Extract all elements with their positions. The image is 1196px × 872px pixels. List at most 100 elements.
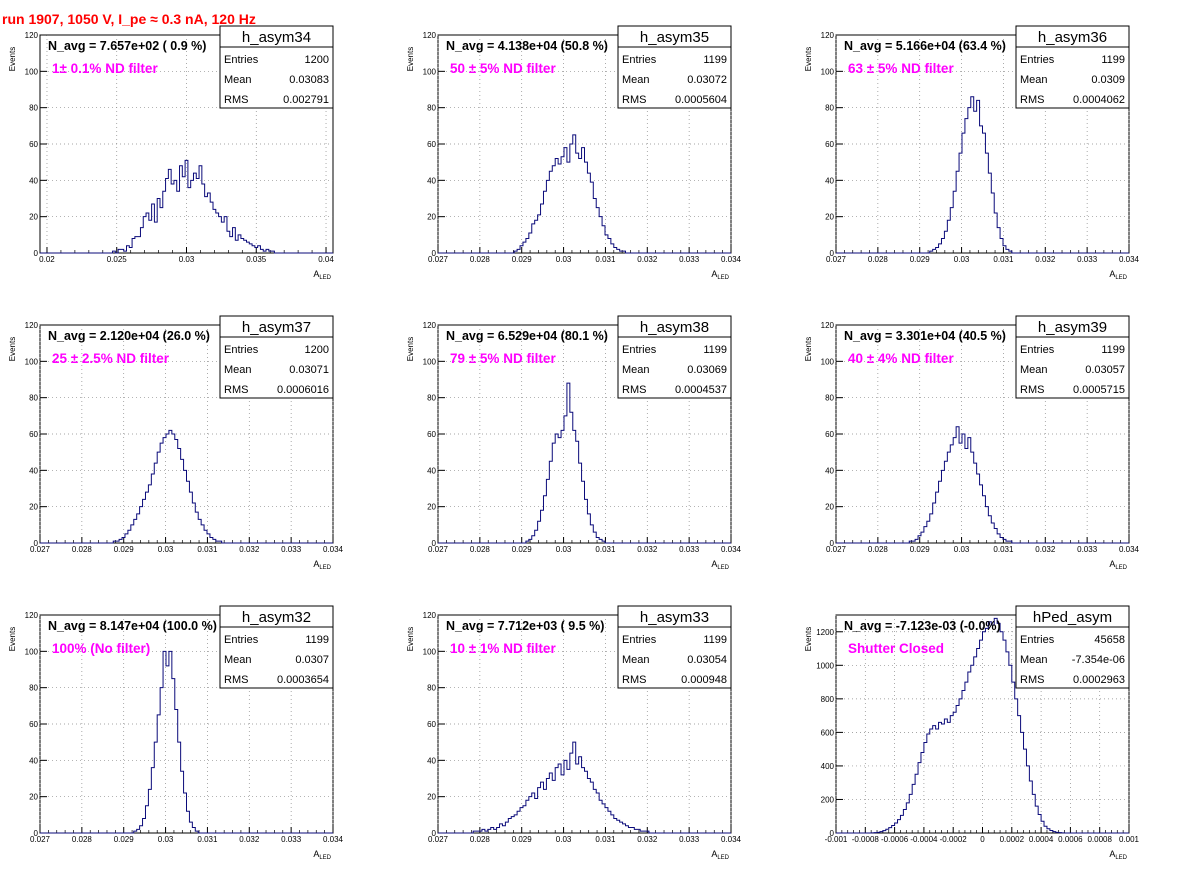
stat-mean-label: Mean [224, 654, 252, 666]
stat-entries-label: Entries [224, 634, 259, 646]
stat-mean-label: Mean [622, 364, 650, 376]
y-axis-title: Events [804, 47, 813, 71]
x-axis-title: ALED [1109, 849, 1127, 861]
x-tick-label: 0.031 [595, 545, 616, 554]
y-tick-label: 40 [825, 176, 834, 185]
x-tick-label: 0.032 [637, 835, 658, 844]
filter-annotation: 50 ± 5% ND filter [450, 61, 556, 76]
histogram-line-h_asym36 [836, 96, 1129, 254]
y-tick-label: 80 [825, 394, 834, 403]
y-tick-label: 100 [423, 357, 437, 366]
histogram-panel-h_asym36: 0.027 0.028 0.029 0.03 0.031 0.032 0.033 0.034 0… [804, 25, 1140, 281]
x-tick-label: -0.0004 [910, 835, 938, 844]
x-tick-label: 0.029 [910, 255, 931, 264]
y-tick-label: 40 [427, 756, 436, 765]
stats-box [617, 605, 732, 689]
histogram-name: hPed_asym [1033, 609, 1112, 626]
stat-mean-value: 0.0307 [295, 654, 329, 666]
stat-mean-value: 0.03071 [289, 364, 329, 376]
stat-rms-value: 0.0005715 [1073, 384, 1125, 396]
x-tick-label: 0.028 [470, 255, 491, 264]
stat-rms-label: RMS [224, 674, 248, 686]
x-tick-label: 0.0004 [1029, 835, 1054, 844]
histogram-panel-h_asym37: 0.027 0.028 0.029 0.03 0.031 0.032 0.033 0.034 0… [8, 315, 344, 571]
navg-label: N_avg = 8.147e+04 (100.0 %) [48, 619, 217, 633]
x-tick-label: 0.029 [512, 835, 533, 844]
stats-box [1015, 605, 1130, 689]
y-tick-label: 40 [29, 756, 38, 765]
y-tick-label: 60 [825, 140, 834, 149]
y-axis-title: Events [8, 337, 17, 361]
x-tick-label: 0.033 [1077, 545, 1098, 554]
x-tick-label: 0.0008 [1087, 835, 1112, 844]
stat-entries-value: 1199 [1101, 54, 1125, 66]
y-tick-label: 0 [830, 539, 835, 548]
filter-annotation: 1± 0.1% ND filter [52, 61, 158, 76]
y-axis-title: Events [804, 627, 813, 651]
y-tick-label: 1000 [816, 661, 834, 670]
y-tick-label: 0 [34, 829, 39, 838]
stat-entries-value: 1199 [305, 634, 329, 646]
x-axis-title: ALED [313, 559, 331, 571]
histogram-line-h_asym32 [40, 650, 333, 834]
x-tick-label: 0.034 [721, 835, 742, 844]
stat-entries-label: Entries [224, 54, 259, 66]
stat-rms-label: RMS [224, 94, 248, 106]
x-tick-label: 0.032 [637, 545, 658, 554]
stat-entries-value: 1200 [305, 344, 329, 356]
stat-entries-label: Entries [622, 344, 657, 356]
stat-rms-label: RMS [1020, 674, 1044, 686]
stat-mean-value: 0.03054 [687, 654, 727, 666]
x-tick-label: 0.034 [1119, 545, 1140, 554]
stats-box [1015, 315, 1130, 399]
y-tick-label: 80 [427, 684, 436, 693]
y-axis-title: Events [406, 627, 415, 651]
stat-mean-label: Mean [1020, 74, 1048, 86]
filter-annotation: 10 ± 1% ND filter [450, 641, 556, 656]
y-tick-label: 20 [29, 793, 38, 802]
x-tick-label: 0.033 [281, 545, 302, 554]
histogram-name: h_asym39 [1038, 319, 1107, 336]
navg-label: N_avg = 7.712e+03 ( 9.5 %) [446, 619, 604, 633]
y-tick-label: 60 [29, 430, 38, 439]
y-tick-label: 100 [821, 67, 835, 76]
x-tick-label: 0.031 [197, 545, 218, 554]
y-tick-label: 20 [29, 503, 38, 512]
y-tick-label: 80 [29, 394, 38, 403]
x-tick-label: -0.0002 [940, 835, 968, 844]
y-tick-label: 400 [821, 762, 835, 771]
histogram-line-h_asym39 [836, 426, 1129, 544]
x-tick-label: 0.0002 [1000, 835, 1025, 844]
stat-entries-label: Entries [1020, 634, 1055, 646]
stat-rms-label: RMS [1020, 384, 1044, 396]
x-tick-label: 0.034 [323, 835, 344, 844]
x-tick-label: 0.031 [993, 255, 1014, 264]
y-tick-label: 60 [427, 720, 436, 729]
x-tick-label: 0.028 [868, 255, 889, 264]
histogram-panel-h_asym34: 0.02 0.025 0.03 0.035 0.04 0 20 40 60 80 100 120 ALE… [8, 25, 334, 281]
y-tick-label: 120 [423, 321, 437, 330]
x-tick-label: 0.027 [428, 835, 449, 844]
x-tick-label: 0.03 [556, 835, 572, 844]
stat-rms-value: 0.0003654 [277, 674, 329, 686]
histogram-panel-h_asym33: 0.027 0.028 0.029 0.03 0.031 0.032 0.033 0.034 0… [406, 605, 742, 861]
histogram-line-h_asym35 [438, 134, 731, 254]
y-tick-label: 800 [821, 695, 835, 704]
x-tick-label: 0.03 [158, 835, 174, 844]
histogram-name: h_asym37 [242, 319, 311, 336]
x-tick-label: 0.03 [556, 545, 572, 554]
x-tick-label: 0.028 [868, 545, 889, 554]
y-tick-label: 120 [423, 611, 437, 620]
stat-entries-label: Entries [224, 344, 259, 356]
stat-mean-value: -7.354e-06 [1072, 654, 1125, 666]
histogram-name: h_asym36 [1038, 29, 1107, 46]
y-tick-label: 120 [821, 321, 835, 330]
y-tick-label: 80 [29, 684, 38, 693]
y-tick-label: 1200 [816, 628, 834, 637]
x-tick-label: 0.033 [679, 255, 700, 264]
x-tick-label: 0.029 [114, 545, 135, 554]
x-tick-label: 0.028 [72, 835, 93, 844]
histogram-panel-h_asym38: 0.027 0.028 0.029 0.03 0.031 0.032 0.033 0.034 0… [406, 315, 742, 571]
x-tick-label: 0.03 [179, 255, 195, 264]
